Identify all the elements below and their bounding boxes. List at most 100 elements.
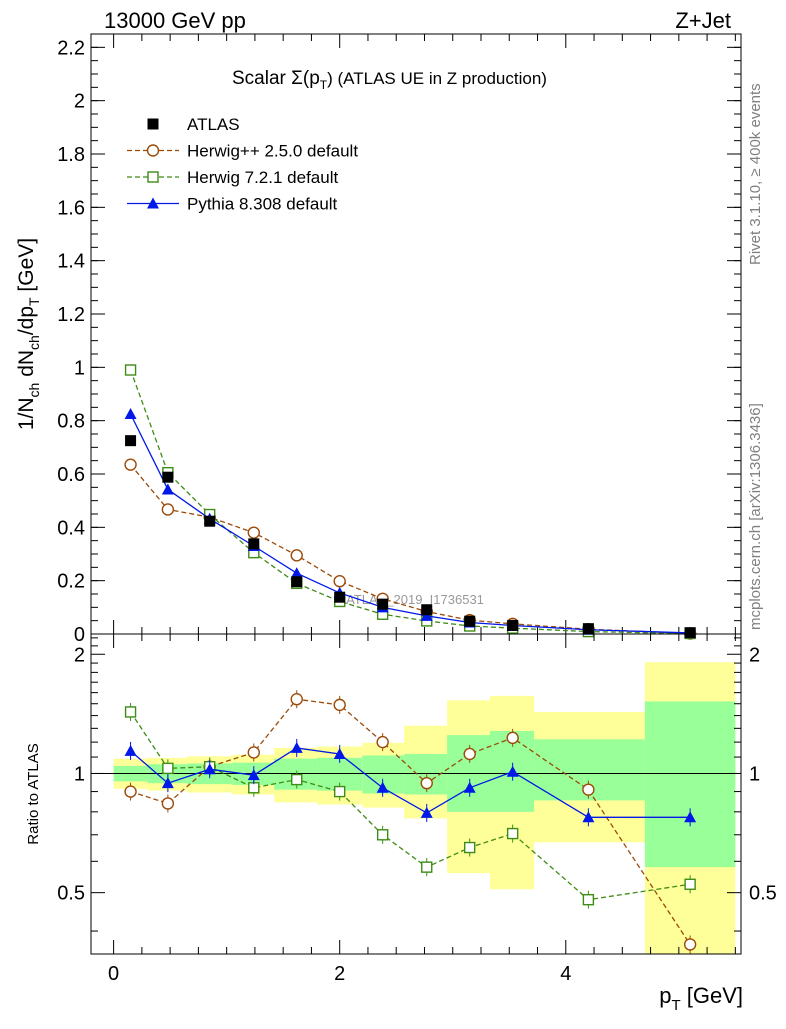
ratio-data-point	[684, 878, 696, 890]
data-point	[290, 549, 303, 562]
ratio-series-line	[130, 698, 691, 945]
main-ytick-label: 0.6	[57, 464, 85, 486]
data-point	[162, 471, 174, 483]
ratio-ylabel: Ratio to ATLAS	[25, 743, 42, 844]
main-ytick-label: 1	[74, 357, 85, 379]
series-line	[129, 413, 691, 634]
ratio-data-point	[506, 731, 519, 745]
ratio-data-point	[420, 806, 433, 818]
main-ytick-label: 2.2	[57, 37, 85, 59]
header-collision-label: 13000 GeV pp	[104, 8, 246, 33]
main-ylabel: 1/Nch dNch/dpT [GeV]	[15, 238, 42, 430]
ratio-data-point	[333, 785, 346, 798]
main-panel: ATLAS_2019_I1736531 0 0.2 0.4 0.6 0.8 1 1.2 1.4…	[15, 33, 742, 646]
ratio-data-point	[463, 781, 476, 793]
data-point	[125, 435, 137, 447]
data-point	[290, 567, 303, 579]
legend-marker	[147, 197, 159, 209]
ratio-series-pythia-8-308-default	[124, 738, 697, 827]
ratio-data-point	[247, 746, 260, 759]
data-point	[507, 619, 519, 631]
ratio-data-point	[248, 782, 260, 794]
main-plot-title: Scalar Σ(pT) (ATLAS UE in Z production)	[232, 68, 547, 92]
legend-label: Herwig++ 2.5.0 default	[187, 142, 358, 161]
ratio-ytick-label-right: 0.5	[749, 883, 777, 905]
ratio-xlabel: pT [GeV]	[659, 983, 743, 1014]
data-point	[161, 483, 174, 495]
ratio-data-point	[582, 783, 595, 796]
ratio-data-point	[582, 811, 595, 823]
ratio-data-point	[420, 776, 433, 790]
data-point	[248, 538, 260, 550]
data-point	[124, 408, 137, 419]
main-ytick-label: 0.2	[57, 571, 85, 593]
mcplots-label: mcplots.cern.ch [arXiv:1306.3436]	[747, 403, 764, 630]
ratio-data-point	[162, 762, 174, 775]
series-line	[130, 464, 691, 635]
data-point	[291, 576, 303, 588]
ratio-data-point	[463, 841, 476, 854]
header-process-label: Z+Jet	[675, 8, 731, 33]
main-ytick-label: 1.4	[57, 251, 85, 273]
data-point	[334, 591, 346, 603]
ratio-data-point	[291, 773, 303, 786]
main-ytick-label: 1.6	[57, 197, 85, 219]
legend-marker	[147, 171, 159, 183]
ratio-xtick-label: 2	[334, 963, 345, 985]
ratio-band-inner	[644, 701, 736, 868]
ratio-data-point	[506, 827, 519, 840]
legend-marker	[146, 144, 160, 157]
ratio-data-point	[333, 747, 346, 759]
ratio-ytick-label: 0.5	[57, 883, 85, 905]
main-ytick-label: 1.2	[57, 304, 85, 326]
data-point	[247, 526, 260, 539]
ratio-data-point	[683, 938, 697, 951]
data-point	[420, 609, 433, 621]
ratio-data-point	[203, 763, 216, 775]
data-point	[377, 598, 389, 610]
ratio-data-point	[124, 785, 137, 798]
data-point	[684, 627, 696, 639]
main-ytick-label: 2	[74, 91, 85, 113]
ratio-data-point	[463, 747, 476, 761]
ratio-data-point	[333, 698, 346, 712]
ratio-data-point	[376, 735, 389, 749]
main-ytick-label: 0.8	[57, 411, 85, 433]
ratio-ytick-label: 2	[74, 644, 85, 666]
ratio-ytick-label: 1	[74, 763, 85, 785]
ratio-series-line	[130, 747, 691, 818]
legend-marker	[147, 118, 159, 130]
legend: ATLAS Herwig++ 2.5.0 default Herwig 7.2.1 …	[127, 115, 358, 214]
ratio-data-point	[376, 829, 389, 841]
svg-text:1/Nch dNch/dpT [GeV]: 1/Nch dNch/dpT [GeV]	[15, 238, 42, 430]
ratio-data-point	[421, 861, 433, 873]
ratio-data-point	[684, 811, 697, 823]
ratio-data-point	[506, 765, 519, 777]
ratio-data-point	[376, 781, 389, 793]
ratio-data-point	[124, 706, 137, 718]
ratio-data-point	[290, 741, 303, 753]
legend-label: Pythia 8.308 default	[187, 195, 338, 214]
rivet-version-label: Rivet 3.1.10, ≥ 400k events	[747, 83, 764, 265]
data-point	[421, 604, 433, 616]
ratio-ytick-label-right: 2	[749, 644, 760, 666]
analysis-watermark: ATLAS_2019_I1736531	[346, 592, 484, 607]
series-herwig-2-5-0-default	[124, 458, 697, 640]
main-ytick-label: 1.8	[57, 144, 85, 166]
ratio-xtick-label: 4	[560, 963, 571, 985]
series-atlas	[125, 435, 696, 639]
legend-label: Herwig 7.2.1 default	[187, 168, 338, 187]
data-point	[204, 515, 216, 527]
main-ytick-label: 0	[74, 624, 85, 646]
ratio-data-point	[124, 744, 137, 756]
data-point	[333, 575, 346, 588]
data-point	[582, 623, 594, 635]
ratio-data-point	[247, 769, 260, 781]
ratio-panel: 0.5 0.5 1 1 2 2 0 2 4 Ratio to ATLAS pT [GeV]	[25, 633, 777, 1014]
ratio-data-point	[161, 777, 174, 789]
data-point	[124, 364, 137, 376]
ratio-frame	[90, 633, 742, 955]
ratio-xtick-label: 0	[108, 963, 119, 985]
data-point	[161, 503, 175, 516]
